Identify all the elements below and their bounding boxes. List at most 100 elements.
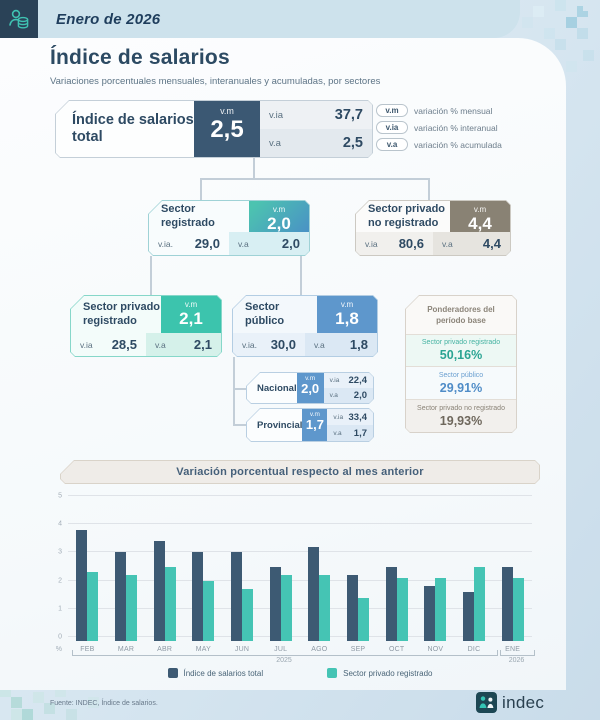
legend-label-total: Índice de salarios total — [183, 668, 264, 678]
bar-privado-ago — [319, 574, 331, 641]
privado-registrado-vm-value: 2,1 — [179, 309, 203, 328]
bar-total-may — [192, 552, 204, 641]
y-tick-3: 3 — [58, 548, 62, 556]
total-vm-value: 2,5 — [210, 116, 244, 143]
page-subtitle: Variaciones porcentuales mensuales, inte… — [50, 76, 381, 87]
y-tick-4: 4 — [58, 520, 62, 528]
bar-total-ago — [308, 546, 320, 641]
y-tick-2: 2 — [58, 577, 62, 585]
year-bracket-2025 — [72, 650, 498, 656]
bar-privado-jul — [280, 574, 292, 641]
ponderadores-box: Ponderadores del período base Sector pri… — [405, 295, 517, 433]
ponderador-label: Sector privado no registrado — [417, 404, 505, 412]
x-tick-dic: DIC — [467, 646, 481, 653]
date-band: Enero de 2026 — [38, 0, 520, 38]
registrado-vm-cell: v.m 2,0 — [249, 201, 309, 232]
no-registrado-vm-value: 4,4 — [468, 214, 492, 233]
va-label: v.a — [333, 429, 342, 437]
bar-privado-sep — [358, 597, 369, 641]
x-tick-mar: MAR — [117, 646, 135, 653]
ponderador-value: 19,93% — [439, 413, 483, 428]
ponderadores-title: Ponderadores del período base — [406, 296, 516, 335]
total-index-box: Índice de salarios total v.m 2,5 v.ia 37… — [55, 100, 373, 158]
privado-registrado-va-value: 2,1 — [193, 337, 212, 352]
nacional-va-value: 2,0 — [353, 390, 367, 401]
x-tick-jul: JUL — [274, 646, 288, 653]
va-label: v.a — [269, 137, 281, 149]
nacional-va-row: v.a 2,0 — [324, 388, 373, 403]
y-axis-unit: % — [55, 646, 62, 653]
total-via-value: 37,7 — [334, 107, 363, 123]
connector-line — [200, 178, 429, 180]
bar-privado-dic — [474, 566, 485, 641]
ponderador-value: 29,91% — [439, 380, 483, 395]
content-card: Índice de salarios Variaciones porcentua… — [0, 38, 566, 690]
sector-publico-label: Sector público — [245, 301, 285, 327]
bar-total-ene — [501, 566, 513, 641]
gridline-4 — [68, 523, 532, 525]
bar-chart: % 0 1 2 3 4 5 FEB MAR ABR MAY JUN JUL AGO SEP OCT NOV DI… — [56, 493, 532, 653]
indec-logo: indec — [476, 692, 544, 713]
via-label: v.ia — [80, 339, 93, 350]
bar-total-abr — [153, 541, 165, 641]
bar-privado-may — [203, 580, 215, 641]
no-registrado-va-row: v.a 4,4 — [433, 232, 510, 255]
sector-no-registrado-label: Sector privado no registrado — [368, 203, 446, 229]
va-label: v.a — [442, 238, 453, 249]
registrado-vm-value: 2,0 — [267, 214, 291, 233]
va-label: v.a — [238, 238, 249, 249]
via-label: v.ia — [365, 238, 378, 249]
va-label: v.a — [314, 339, 325, 350]
y-tick-1: 1 — [58, 605, 62, 613]
ponderador-label: Sector privado registrado — [421, 338, 501, 346]
registrado-via-value: 29,0 — [194, 236, 220, 251]
y-tick-5: 5 — [58, 492, 62, 500]
va-pill: v.a — [376, 138, 408, 151]
via-label: v.ia — [333, 413, 344, 421]
legend-row-via: v.ia variación % interanual — [376, 121, 498, 134]
vm-pill: v.m — [376, 104, 408, 117]
nacional-box: Nacional v.m 2,0 v.ia 22,4 v.a 2,0 — [246, 372, 374, 404]
indec-logo-icon — [476, 692, 497, 713]
legend-swatch-total — [167, 668, 178, 678]
chart-legend: Índice de salarios total Sector privado … — [60, 668, 540, 678]
publico-va-row: v.a 1,8 — [305, 333, 377, 356]
bar-total-dic — [463, 591, 474, 641]
mosaic-decoration-top-right — [583, 0, 594, 11]
privado-registrado-via-value: 28,5 — [111, 337, 137, 352]
legend-row-vm: v.m variación % mensual — [376, 104, 492, 117]
chart-title: Variación porcentual respecto al mes ant… — [176, 466, 424, 478]
connector-line — [233, 357, 235, 425]
vm-label: v.m — [309, 411, 320, 418]
sector-no-registrado-box: Sector privado no registrado v.m 4,4 v.i… — [355, 200, 511, 256]
vm-label: v.m — [340, 300, 354, 309]
x-tick-ago: AGO — [311, 646, 328, 653]
bar-privado-mar — [126, 574, 137, 641]
x-tick-ene: ENE — [505, 646, 521, 653]
publico-vm-cell: v.m 1,8 — [317, 296, 377, 333]
page-title: Índice de salarios — [50, 46, 230, 69]
legend-label-privado: Sector privado registrado — [343, 668, 433, 678]
ponderador-value: 50,16% — [439, 347, 483, 362]
bar-total-feb — [76, 529, 88, 641]
ponderador-no-registrado: Sector privado no registrado 19,93% — [406, 400, 516, 432]
chart-title-bar: Variación porcentual respecto al mes ant… — [60, 460, 540, 484]
total-va-row: v.a 2,5 — [260, 129, 372, 157]
x-tick-feb: FEB — [80, 646, 95, 653]
bar-privado-ene — [512, 577, 524, 641]
va-description: variación % acumulada — [414, 139, 502, 150]
nacional-vm-cell: v.m 2,0 — [297, 373, 324, 403]
provincial-vm-value: 1,7 — [305, 417, 324, 432]
gridline-5 — [68, 495, 532, 496]
va-label: v.a — [329, 392, 338, 399]
provincial-va-value: 1,7 — [353, 427, 367, 439]
legend-row-va: v.a variación % acumulada — [376, 138, 502, 151]
provincial-va-row: v.a 1,7 — [327, 425, 373, 441]
x-tick-abr: ABR — [157, 646, 173, 653]
privado-registrado-va-row: v.a 2,1 — [146, 333, 221, 356]
legend-item-privado: Sector privado registrado — [327, 668, 433, 678]
sector-registrado-box: Sector registrado v.m 2,0 v.ia. 29,0 v.a… — [148, 200, 310, 256]
gridline-2 — [68, 579, 532, 581]
connector-line — [150, 256, 152, 295]
sector-publico-box: Sector público v.m 1,8 v.ia. 30,0 v.a 1,… — [232, 295, 378, 357]
